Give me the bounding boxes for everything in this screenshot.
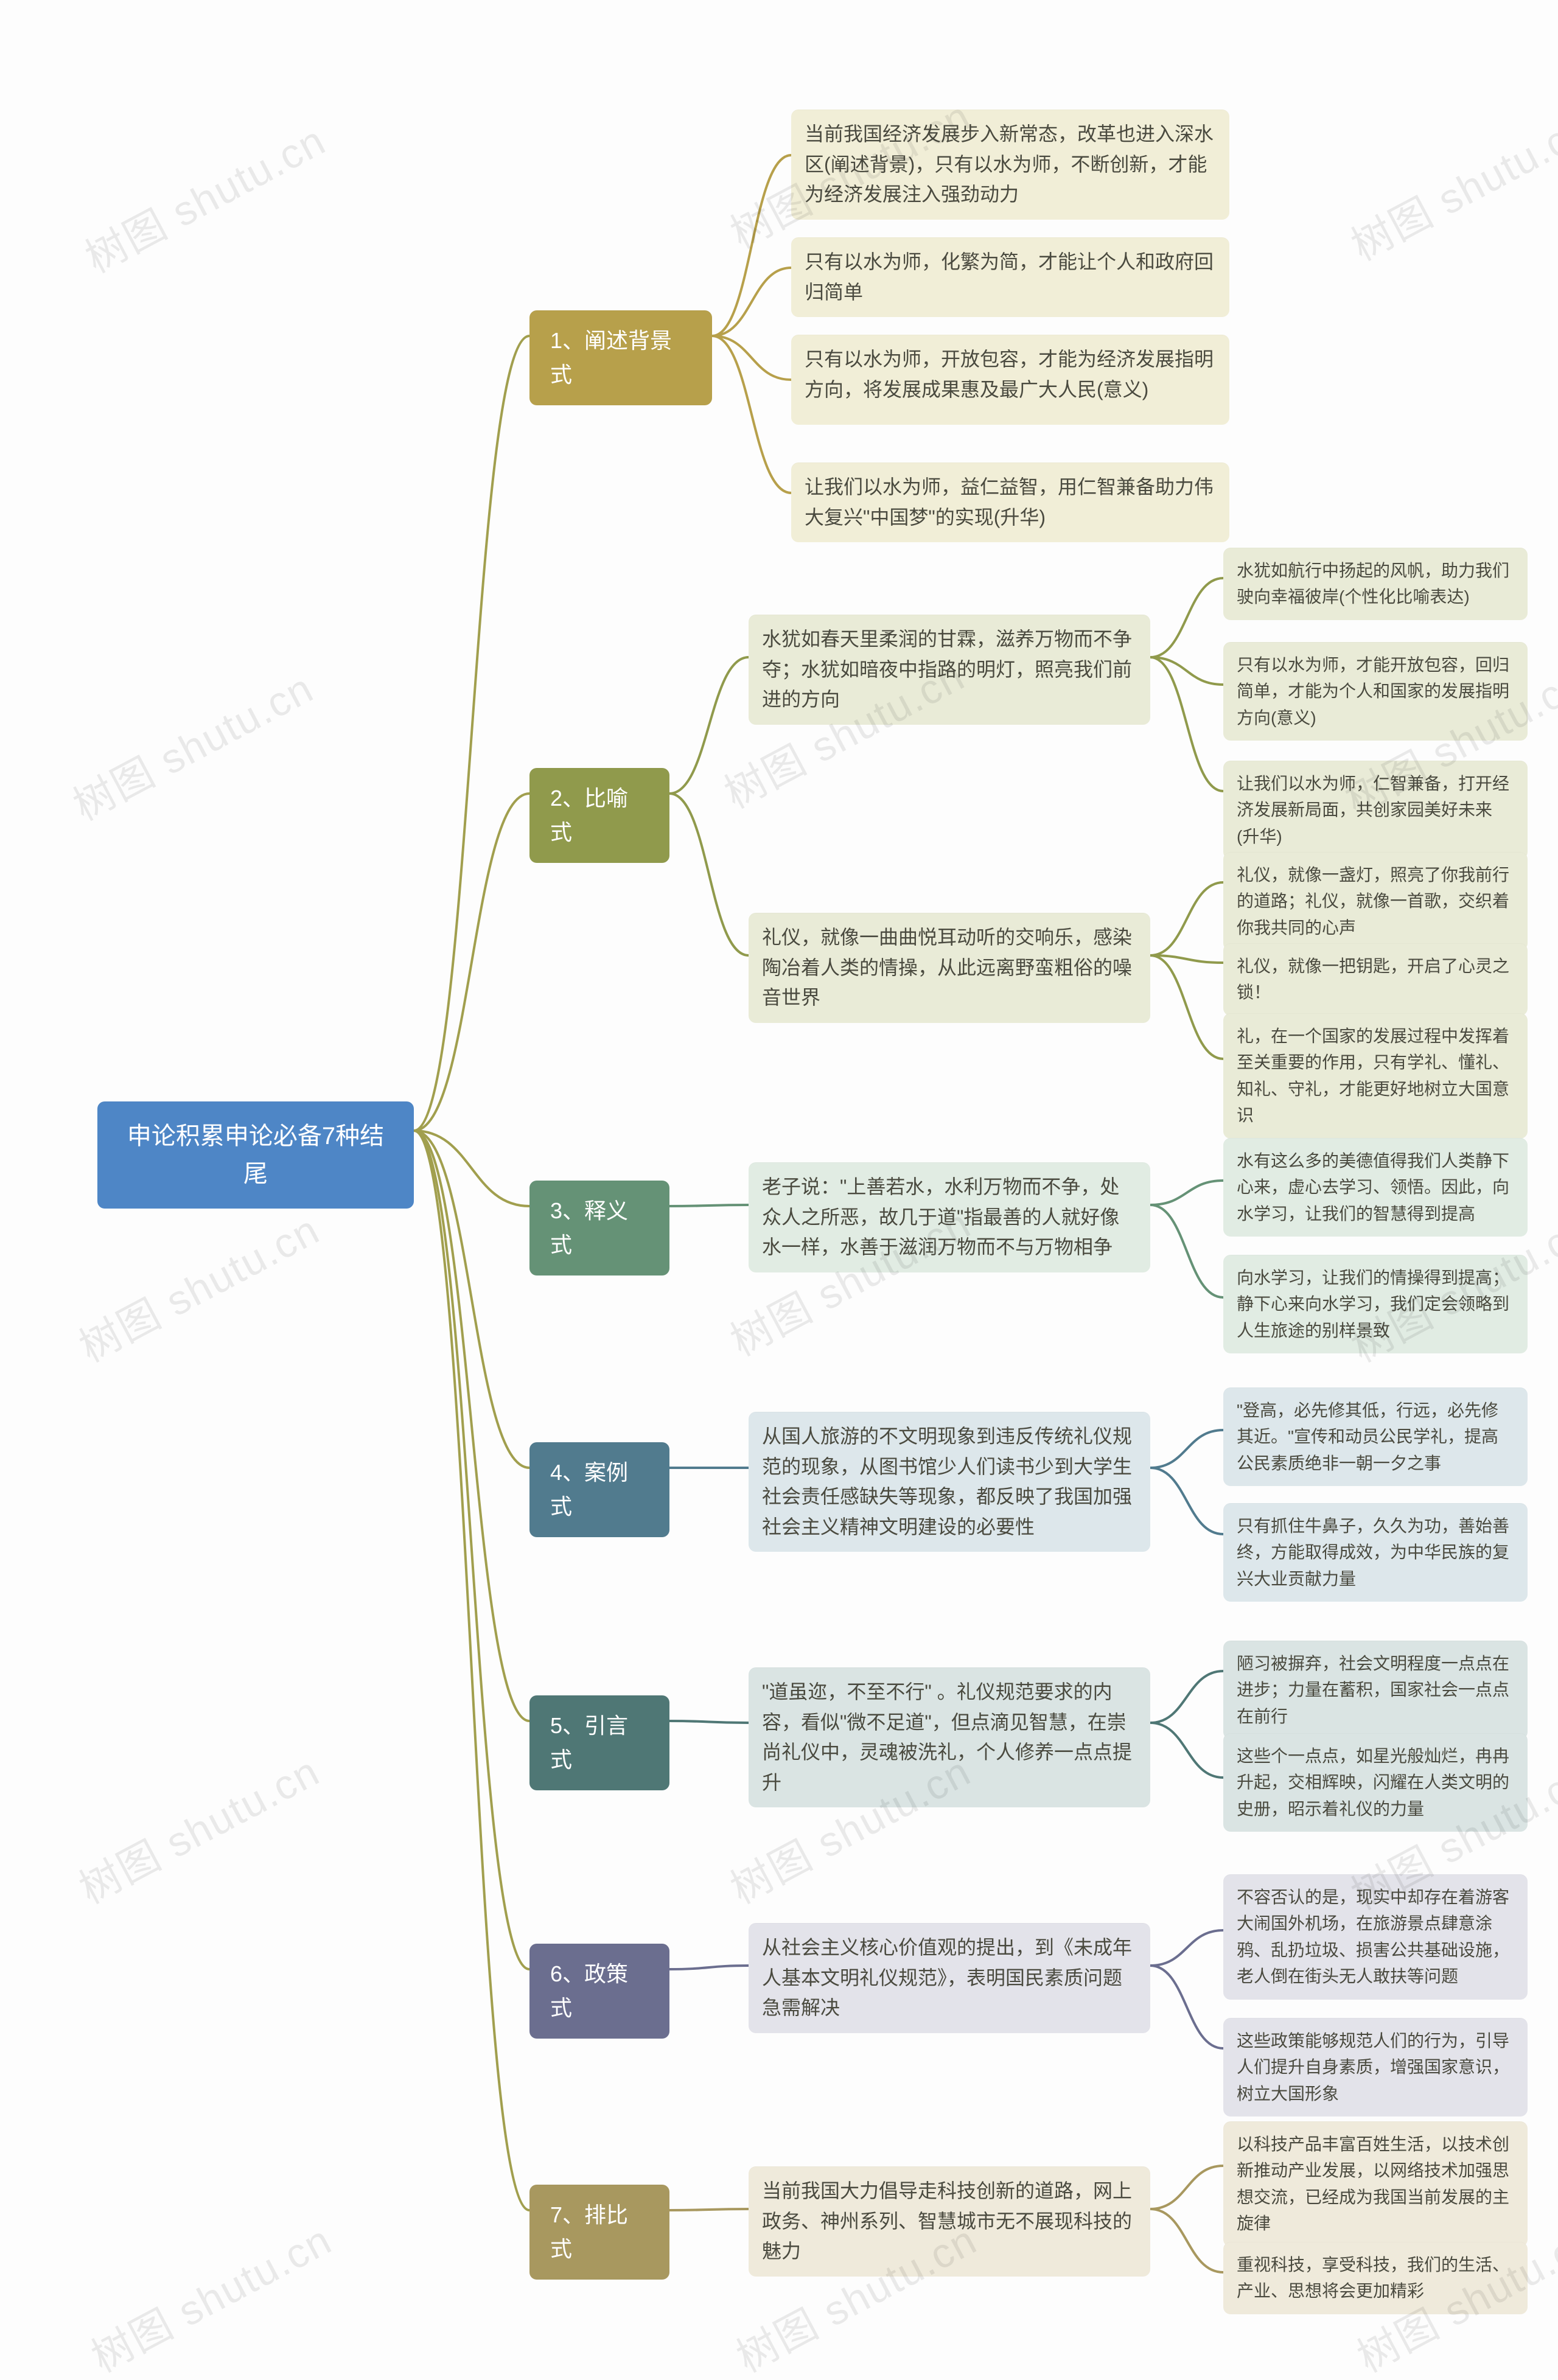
connector-edge xyxy=(414,1131,529,1721)
leafnode: 陋习被摒弃，社会文明程度一点点在进步；力量在蓄积，国家社会一点点在前行 xyxy=(1223,1641,1528,1739)
connector-edge xyxy=(1150,882,1223,955)
connector-edge xyxy=(1150,657,1223,791)
leafnode: 向水学习，让我们的情操得到提高；静下心来向水学习，我们定会领略到人生旅途的别样景… xyxy=(1223,1255,1528,1353)
leafnode: 重视科技，享受科技，我们的生活、产业、思想将会更加精彩 xyxy=(1223,2242,1528,2314)
connector-edge xyxy=(1150,2166,1223,2209)
branch-node: 5、引言式 xyxy=(529,1695,669,1790)
watermark-text: 树图 shutu.cn xyxy=(67,1738,329,1915)
leafnode: 水有这么多的美德值得我们人类静下心来，虚心去学习、领悟。因此，向水学习，让我们的… xyxy=(1223,1138,1528,1237)
connector-edge xyxy=(669,1966,749,1969)
connector-edge xyxy=(669,657,749,794)
connector-edge xyxy=(669,1721,749,1723)
subnode: 当前我国经济发展步入新常态，改革也进入深水区(阐述背景)，只有以水为师，不断创新… xyxy=(791,110,1229,220)
leafnode: 礼仪，就像一盏灯，照亮了你我前行的道路；礼仪，就像一首歌，交织着你我共同的心声 xyxy=(1223,852,1528,951)
subnode: 老子说："上善若水，水利万物而不争，处众人之所恶，故几于道"指最善的人就好像水一… xyxy=(749,1162,1150,1272)
leafnode: 以科技产品丰富百姓生活，以技术创新推动产业发展，以网络技术加强思想交流，已经成为… xyxy=(1223,2121,1528,2247)
leafnode: 让我们以水为师，仁智兼备，打开经济发展新局面，共创家园美好未来(升华) xyxy=(1223,761,1528,859)
leafnode: 水犹如航行中扬起的风帆，助力我们驶向幸福彼岸(个性化比喻表达) xyxy=(1223,548,1528,620)
branch-node: 4、案例式 xyxy=(529,1442,669,1537)
connector-edge xyxy=(1150,1181,1223,1205)
connector-edge xyxy=(414,1131,529,2210)
connector-edge xyxy=(414,1131,529,1206)
connector-edge xyxy=(712,268,791,336)
connector-edge xyxy=(1150,578,1223,657)
connector-edge xyxy=(669,2209,749,2210)
connector-edge xyxy=(1150,1468,1223,1534)
connector-edge xyxy=(1150,1930,1223,1966)
branch-node: 6、政策式 xyxy=(529,1944,669,2039)
connector-edge xyxy=(669,794,749,955)
branch-node: 3、释义式 xyxy=(529,1181,669,1275)
connector-edge xyxy=(414,1131,529,1468)
watermark-text: 树图 shutu.cn xyxy=(79,2207,341,2380)
leafnode: "登高，必先修其低，行远，必先修其近。"宣传和动员公民学礼，提高公民素质绝非一朝… xyxy=(1223,1387,1528,1486)
leafnode: 不容否认的是，现实中却存在着游客大闹国外机场，在旅游景点肆意涂鸦、乱扔垃圾、损害… xyxy=(1223,1874,1528,2000)
subnode: 从国人旅游的不文明现象到违反传统礼仪规范的现象，从图书馆少人们读书少到大学生社会… xyxy=(749,1412,1150,1552)
subnode: 礼仪，就像一曲曲悦耳动听的交响乐，感染陶冶着人类的情操，从此远离野蛮粗俗的噪音世… xyxy=(749,913,1150,1023)
watermark-text: 树图 shutu.cn xyxy=(67,1196,329,1373)
connector-edge xyxy=(1150,955,1223,963)
connector-edge xyxy=(1150,1205,1223,1297)
subnode: 让我们以水为师，益仁益智，用仁智兼备助力伟大复兴"中国梦"的实现(升华) xyxy=(791,462,1229,542)
watermark-text: 树图 shutu.cn xyxy=(61,655,323,832)
connector-edge xyxy=(414,1131,529,1969)
connector-edge xyxy=(1150,1430,1223,1468)
connector-edge xyxy=(414,336,529,1131)
leafnode: 礼仪，就像一把钥匙，开启了心灵之锁！ xyxy=(1223,943,1528,1016)
leafnode: 礼，在一个国家的发展过程中发挥着至关重要的作用，只有学礼、懂礼、知礼、守礼，才能… xyxy=(1223,1013,1528,1139)
subnode: 当前我国大力倡导走科技创新的道路，网上政务、神州系列、智慧城市无不展现科技的魅力 xyxy=(749,2166,1150,2277)
connector-edge xyxy=(712,155,791,336)
subnode: 从社会主义核心价值观的提出，到《未成年人基本文明礼仪规范》，表明国民素质问题急需… xyxy=(749,1923,1150,2033)
connector-edge xyxy=(414,794,529,1131)
leafnode: 这些个一点点，如星光般灿烂，冉冉升起，交相辉映，闪耀在人类文明的史册，昭示着礼仪… xyxy=(1223,1733,1528,1832)
branch-node: 1、阐述背景式 xyxy=(529,310,712,405)
connector-edge xyxy=(1150,1723,1223,1778)
subnode: 只有以水为师，化繁为简，才能让个人和政府回归简单 xyxy=(791,237,1229,317)
subnode: 水犹如春天里柔润的甘霖，滋养万物而不争夺；水犹如暗夜中指路的明灯，照亮我们前进的… xyxy=(749,615,1150,725)
connector-edge xyxy=(1150,657,1223,685)
connector-edge xyxy=(712,336,791,380)
watermark-text: 树图 shutu.cn xyxy=(1339,95,1558,272)
leafnode: 只有以水为师，才能开放包容，回归简单，才能为个人和国家的发展指明方向(意义) xyxy=(1223,642,1528,741)
connector-edge xyxy=(1150,955,1223,1059)
leafnode: 这些政策能够规范人们的行为，引导人们提升自身素质，增强国家意识，树立大国形象 xyxy=(1223,2018,1528,2117)
connector-edge xyxy=(1150,1671,1223,1723)
connector-edge xyxy=(712,336,791,493)
branch-node: 2、比喻式 xyxy=(529,768,669,863)
subnode: 只有以水为师，开放包容，才能为经济发展指明方向，将发展成果惠及最广大人民(意义) xyxy=(791,335,1229,425)
watermark-text: 树图 shutu.cn xyxy=(73,107,335,284)
subnode: "道虽迩，不至不行" 。礼仪规范要求的内容，看似"微不足道"，但点滴见智慧，在崇… xyxy=(749,1667,1150,1807)
root-node: 申论积累申论必备7种结尾 xyxy=(97,1101,414,1209)
connector-edge xyxy=(1150,1966,1223,2048)
connector-edge xyxy=(1150,2209,1223,2272)
leafnode: 只有抓住牛鼻子，久久为功，善始善终，方能取得成效，为中华民族的复兴大业贡献力量 xyxy=(1223,1503,1528,1602)
connector-edge xyxy=(669,1205,749,1206)
branch-node: 7、排比式 xyxy=(529,2185,669,2280)
